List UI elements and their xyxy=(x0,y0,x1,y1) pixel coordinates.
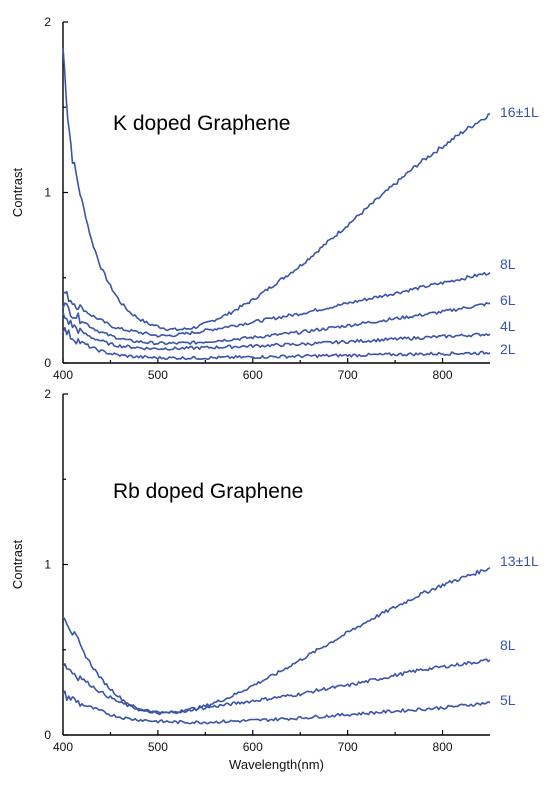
y-tick-label: 2 xyxy=(44,387,51,401)
y-tick-label: 2 xyxy=(44,15,51,29)
series-label: 8L xyxy=(500,256,516,272)
series-line-16±1L xyxy=(62,47,491,332)
x-tick-label: 400 xyxy=(53,368,73,382)
series-line-6L xyxy=(62,302,491,346)
series-line-2L xyxy=(62,326,491,361)
x-tick-label: 400 xyxy=(53,740,73,754)
chart-panel-2: 400 500 600 700 800 0 1 2 Contrast Wavelength(nm)… xyxy=(10,387,539,772)
series-label: 2L xyxy=(500,341,516,357)
x-axis-label: Wavelength(nm) xyxy=(229,757,324,772)
chart-title: K doped Graphene xyxy=(113,112,290,135)
y-tick-label: 1 xyxy=(44,186,51,200)
x-tick-label: 500 xyxy=(148,740,168,754)
series-line-13±1L xyxy=(62,567,491,716)
series-line-4L xyxy=(62,312,491,351)
x-tick-label: 500 xyxy=(148,368,168,382)
y-axis-label: Contrast xyxy=(10,540,25,590)
series-label: 13±1L xyxy=(500,553,539,569)
y-tick-label: 0 xyxy=(44,356,51,370)
x-tick-label: 800 xyxy=(433,740,453,754)
x-tick-label: 600 xyxy=(243,368,263,382)
y-axis-label: Contrast xyxy=(10,168,25,218)
series-label: 8L xyxy=(500,637,516,653)
chart-panel-1: 400 500 600 700 800 0 1 2 Contrast K doped Graphe… xyxy=(10,15,539,382)
chart-title: Rb doped Graphene xyxy=(113,480,303,503)
series-label: 16±1L xyxy=(500,104,539,120)
x-tick-label: 800 xyxy=(433,368,453,382)
series-line-5L xyxy=(62,690,491,725)
x-tick-label: 600 xyxy=(243,740,263,754)
x-tick-label: 700 xyxy=(338,368,358,382)
series-line-8L xyxy=(62,271,491,338)
series-label: 5L xyxy=(500,692,516,708)
series-label: 4L xyxy=(500,318,516,334)
y-tick-label: 1 xyxy=(44,558,51,572)
x-tick-label: 700 xyxy=(338,740,358,754)
y-tick-label: 0 xyxy=(44,728,51,742)
series-label: 6L xyxy=(500,292,516,308)
series-line-8L xyxy=(62,658,491,715)
